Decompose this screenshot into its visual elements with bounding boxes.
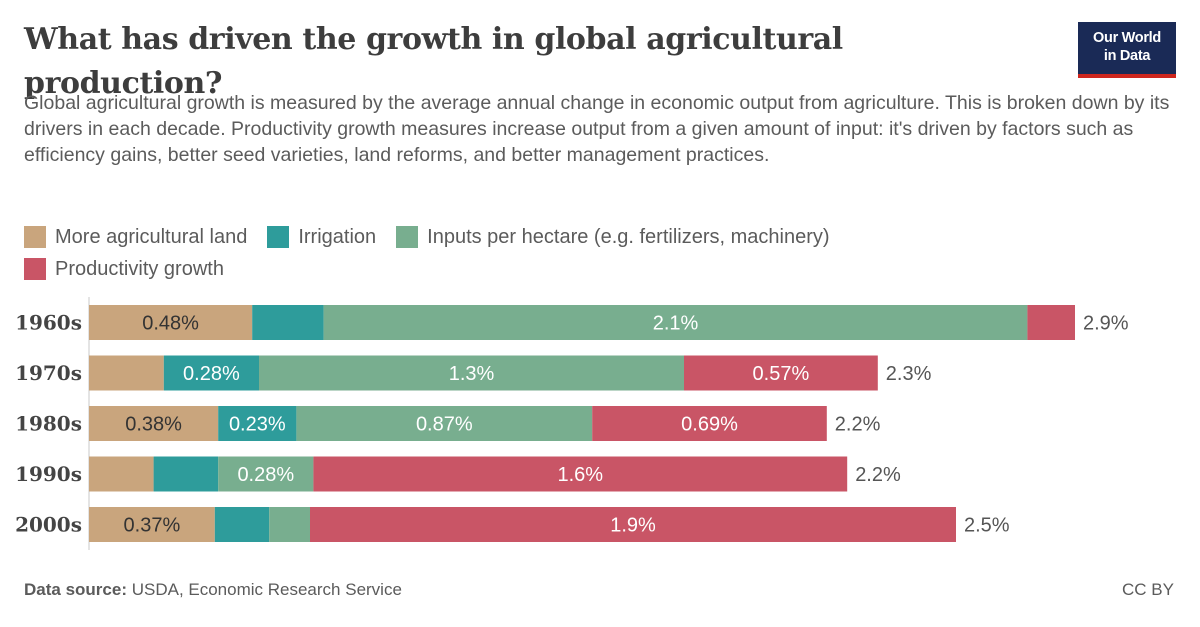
legend-item-productivity[interactable]: Productivity growth [24, 256, 224, 282]
bar-segment-irrigation[interactable] [218, 406, 297, 441]
legend-label-inputs: Inputs per hectare (e.g. fertilizers, ma… [427, 225, 830, 248]
bar-segment-productivity[interactable] [684, 355, 878, 391]
y-tick-label: 1980s [15, 412, 82, 436]
bar-segment-land[interactable] [89, 355, 164, 391]
total-label: 2.3% [886, 363, 932, 385]
data-label: 1.9% [610, 515, 656, 537]
total-label: 2.2% [855, 464, 901, 486]
data-label: 0.69% [681, 414, 738, 436]
legend-swatch-inputs [396, 226, 419, 248]
our-world-in-data-logo[interactable]: Our World in Data [1078, 22, 1176, 78]
bar-segment-inputs[interactable] [269, 507, 310, 542]
bar-segment-irrigation[interactable] [163, 355, 259, 391]
logo-line-1: Our World [1093, 30, 1161, 46]
chart-subtitle: Global agricultural growth is measured b… [24, 92, 1170, 166]
data-label: 2.1% [653, 313, 699, 335]
bar-segment-productivity[interactable] [592, 406, 827, 441]
data-source: Data source: USDA, Economic Research Ser… [24, 580, 402, 600]
bar-segment-inputs[interactable] [323, 305, 1028, 340]
total-label: 2.9% [1083, 313, 1129, 335]
bar-segment-irrigation[interactable] [214, 507, 270, 542]
chart-legend: More agricultural land Irrigation Inputs… [24, 224, 1024, 282]
bar-segment-productivity[interactable] [310, 507, 956, 542]
chart-title: What has driven the growth in global agr… [24, 22, 843, 101]
data-label: 0.23% [229, 414, 286, 436]
bar-segment-land[interactable] [89, 406, 219, 441]
legend-item-land[interactable]: More agricultural land [24, 224, 247, 250]
y-tick-label: 1960s [15, 311, 82, 335]
bar-segment-productivity[interactable] [313, 456, 848, 492]
data-label: 0.37% [124, 515, 181, 537]
bar-segment-inputs[interactable] [218, 456, 314, 492]
stacked-bar-chart: 1960s 0.48% 2.1% 2.9% 1970s 0.28% 1.3% 0.57% 2.3… [15, 297, 1129, 550]
bar-segment-irrigation[interactable] [252, 305, 324, 340]
data-label: 0.28% [237, 464, 294, 486]
logo-line-2: in Data [1103, 48, 1151, 64]
legend-swatch-productivity [24, 258, 46, 280]
total-label: 2.2% [835, 414, 881, 436]
bar-segment-irrigation[interactable] [153, 456, 219, 492]
data-label: 0.28% [183, 363, 240, 385]
y-tick-label: 2000s [15, 513, 82, 537]
bar-segment-land[interactable] [89, 507, 215, 542]
legend-label-land: More agricultural land [55, 225, 248, 248]
y-tick-label: 1990s [15, 462, 82, 486]
license-link[interactable]: CC BY [1122, 580, 1174, 599]
legend-item-inputs[interactable]: Inputs per hectare (e.g. fertilizers, ma… [396, 224, 830, 250]
y-tick-label: 1970s [15, 361, 82, 385]
legend-swatch-irrigation [267, 226, 290, 248]
bar-segment-inputs[interactable] [259, 355, 684, 391]
data-source-label: Data source: [24, 580, 127, 599]
data-label: 0.87% [416, 414, 473, 436]
bar-segment-land[interactable] [89, 305, 253, 340]
bar-segment-inputs[interactable] [296, 406, 593, 441]
data-label: 1.3% [449, 363, 495, 385]
legend-label-productivity: Productivity growth [55, 257, 224, 280]
bar-segment-land[interactable] [89, 456, 154, 492]
total-label: 2.5% [964, 515, 1010, 537]
data-label: 0.57% [753, 363, 810, 385]
data-source-link[interactable]: USDA, Economic Research Service [126, 580, 402, 599]
bar-segment-productivity[interactable] [1027, 305, 1075, 340]
data-label: 0.48% [142, 313, 199, 335]
data-label: 0.38% [125, 414, 182, 436]
legend-label-irrigation: Irrigation [298, 225, 377, 248]
legend-swatch-land [24, 226, 46, 248]
data-label: 1.6% [558, 464, 604, 486]
legend-item-irrigation[interactable]: Irrigation [267, 224, 376, 250]
